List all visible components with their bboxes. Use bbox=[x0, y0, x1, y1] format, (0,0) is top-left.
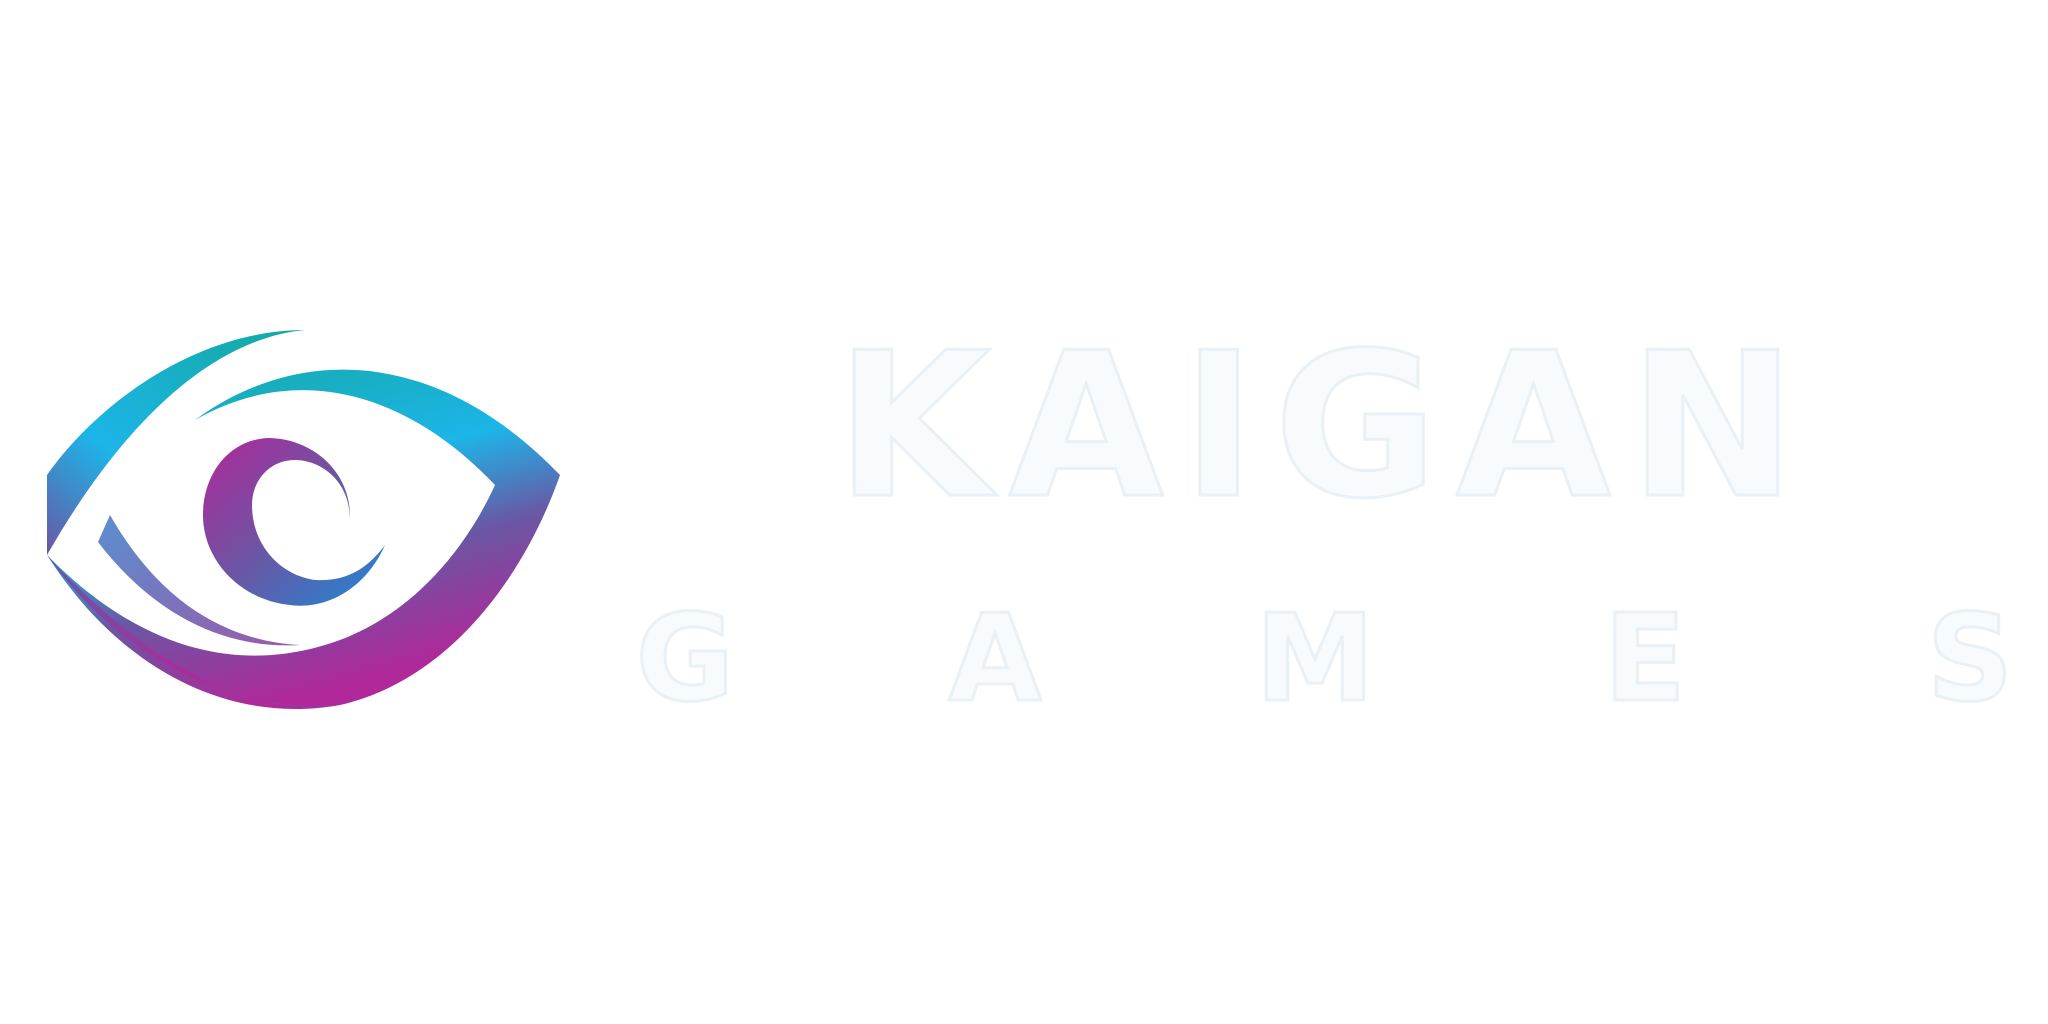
subtitle-letter-s: S bbox=[1927, 590, 2013, 729]
subtitle-letter-g: G bbox=[636, 590, 735, 729]
brand-subtitle: G A M E S bbox=[634, 589, 2014, 731]
brand-wordmark: KAIGAN G A M E S bbox=[634, 309, 2014, 731]
bottom-band bbox=[47, 555, 340, 707]
eye-swirl-logo-icon bbox=[47, 330, 560, 710]
subtitle-letter-m: M bbox=[1255, 590, 1374, 729]
subtitle-letter-a: A bbox=[949, 590, 1042, 729]
subtitle-letter-e: E bbox=[1604, 590, 1686, 729]
left-wing bbox=[98, 515, 300, 646]
pupil-swirl bbox=[203, 438, 385, 606]
top-left-arc bbox=[47, 330, 305, 555]
brand-name: KAIGAN bbox=[836, 310, 1815, 543]
right-sweep bbox=[47, 369, 560, 710]
